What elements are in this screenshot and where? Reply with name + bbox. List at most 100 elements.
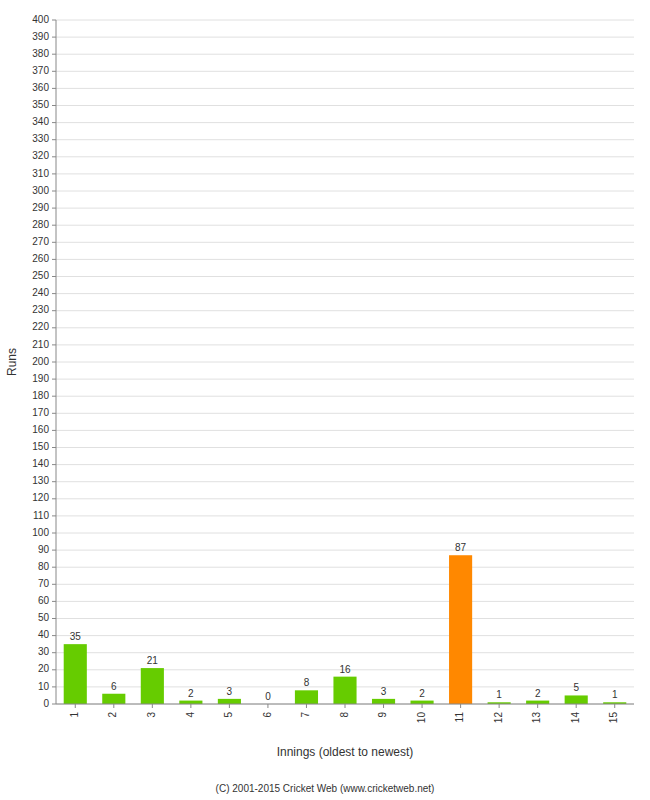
grid-line — [56, 498, 634, 499]
y-tick-label: 220 — [32, 321, 49, 332]
bar — [372, 699, 395, 704]
grid-line — [56, 464, 634, 465]
grid-line — [56, 413, 634, 414]
y-tick-label: 330 — [32, 133, 49, 144]
data-label: 2 — [188, 688, 194, 699]
y-tick-label: 60 — [38, 595, 50, 606]
bar — [64, 644, 87, 704]
x-tick-label: 10 — [416, 712, 427, 724]
y-tick — [52, 122, 56, 123]
y-tick — [52, 481, 56, 482]
grid-line — [56, 208, 634, 209]
y-tick-label: 120 — [32, 492, 49, 503]
x-tick — [576, 704, 577, 708]
x-tick-label: 12 — [493, 712, 504, 724]
grid-line — [56, 447, 634, 448]
x-tick — [267, 704, 268, 708]
y-tick-label: 280 — [32, 219, 49, 230]
y-tick — [52, 652, 56, 653]
y-tick — [52, 567, 56, 568]
grid-line — [56, 122, 634, 123]
y-tick-label: 10 — [38, 681, 50, 692]
bar — [565, 695, 588, 704]
x-tick-label: 5 — [223, 712, 234, 718]
x-tick — [383, 704, 384, 708]
y-tick — [52, 533, 56, 534]
bar — [179, 701, 202, 704]
grid-line — [56, 156, 634, 157]
x-tick-label: 15 — [608, 712, 619, 724]
y-tick — [52, 88, 56, 89]
grid-line — [56, 550, 634, 551]
y-tick — [52, 37, 56, 38]
x-tick-label: 8 — [339, 712, 350, 718]
grid-line — [56, 242, 634, 243]
y-tick-label: 230 — [32, 304, 49, 315]
x-tick — [614, 704, 615, 708]
data-label: 2 — [419, 688, 425, 699]
grid-line — [56, 481, 634, 482]
x-tick-label: 4 — [185, 712, 196, 718]
grid-line — [56, 362, 634, 363]
y-axis-line — [56, 20, 57, 704]
y-tick — [52, 105, 56, 106]
x-tick-label: 2 — [107, 712, 118, 718]
grid-line — [56, 379, 634, 380]
x-tick — [229, 704, 230, 708]
bar — [295, 690, 318, 704]
y-tick-label: 270 — [32, 236, 49, 247]
x-tick — [152, 704, 153, 708]
y-tick — [52, 550, 56, 551]
y-tick-label: 30 — [38, 646, 50, 657]
grid-line — [56, 259, 634, 260]
y-tick — [52, 704, 56, 705]
data-label: 35 — [70, 631, 82, 642]
y-tick-label: 0 — [43, 698, 49, 709]
grid-line — [56, 191, 634, 192]
grid-line — [56, 327, 634, 328]
y-tick — [52, 635, 56, 636]
y-tick-label: 240 — [32, 287, 49, 298]
grid-line — [56, 225, 634, 226]
bar — [333, 677, 356, 704]
x-tick-label: 1 — [69, 712, 80, 718]
y-tick-label: 400 — [32, 14, 49, 25]
y-tick-label: 170 — [32, 407, 49, 418]
y-tick — [52, 191, 56, 192]
x-tick-label: 7 — [300, 712, 311, 718]
x-axis: 123456789101112131415 — [69, 704, 619, 723]
x-axis-label: Innings (oldest to newest) — [277, 745, 414, 759]
y-tick — [52, 208, 56, 209]
x-tick-label: 3 — [146, 712, 157, 718]
bar — [411, 701, 434, 704]
grid-line — [56, 293, 634, 294]
footer-annotation: (C) 2001-2015 Cricket Web (www.cricketwe… — [216, 783, 435, 794]
y-tick-label: 180 — [32, 390, 49, 401]
y-tick-label: 190 — [32, 373, 49, 384]
y-tick-label: 50 — [38, 612, 50, 623]
x-tick — [460, 704, 461, 708]
y-tick — [52, 669, 56, 670]
grid-line — [56, 71, 634, 72]
y-tick-label: 350 — [32, 99, 49, 110]
y-tick — [52, 464, 56, 465]
grid-line — [56, 276, 634, 277]
y-tick — [52, 173, 56, 174]
y-tick-label: 160 — [32, 424, 49, 435]
x-tick — [75, 704, 76, 708]
grid-line — [56, 601, 634, 602]
grid-line — [56, 20, 634, 21]
data-label: 5 — [573, 682, 579, 693]
grid-line — [56, 533, 634, 534]
y-tick — [52, 515, 56, 516]
y-tick-label: 40 — [38, 629, 50, 640]
bar — [218, 699, 241, 704]
y-tick — [52, 327, 56, 328]
y-tick — [52, 447, 56, 448]
y-tick — [52, 242, 56, 243]
y-tick — [52, 686, 56, 687]
y-axis-label: Runs — [5, 348, 19, 376]
y-tick-label: 360 — [32, 82, 49, 93]
grid-line — [56, 54, 634, 55]
y-tick — [52, 71, 56, 72]
